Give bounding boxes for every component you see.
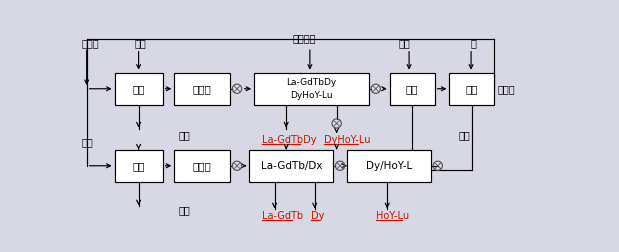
Bar	[175, 150, 230, 182]
Bar	[249, 150, 333, 182]
Bar	[449, 73, 495, 105]
Bar	[254, 73, 369, 105]
Text: 废水: 废水	[178, 130, 190, 140]
Text: HoY-Lu: HoY-Lu	[376, 211, 410, 221]
Text: 反酸: 反酸	[398, 38, 410, 48]
Text: Dy/HoY-L: Dy/HoY-L	[366, 161, 412, 171]
Text: La-GdTbDy: La-GdTbDy	[287, 78, 337, 87]
Text: DyHoY-Lu: DyHoY-Lu	[290, 91, 333, 100]
Bar	[115, 150, 163, 182]
Text: 碱肜: 碱肜	[132, 161, 145, 171]
Text: 洗洤: 洗洤	[465, 84, 478, 94]
Bar	[175, 73, 230, 105]
Text: 空有相: 空有相	[81, 38, 99, 48]
Text: DyHoY-Lu: DyHoY-Lu	[324, 135, 370, 145]
Text: La-GdTb: La-GdTb	[262, 211, 303, 221]
Text: 反萌: 反萌	[406, 84, 418, 94]
Text: 空有相: 空有相	[498, 84, 515, 94]
Text: 稀土肜: 稀土肜	[193, 161, 212, 171]
Text: La-GdTbDy: La-GdTbDy	[262, 135, 316, 145]
Text: 废水: 废水	[178, 205, 190, 215]
Text: 液碱: 液碱	[81, 137, 93, 147]
Text: 水: 水	[470, 38, 476, 48]
Text: 稀土肜: 稀土肜	[193, 84, 212, 94]
Bar	[347, 150, 431, 182]
Text: 液碱: 液碱	[135, 38, 147, 48]
Text: Dy: Dy	[311, 211, 324, 221]
Text: La-GdTb/Dx: La-GdTb/Dx	[261, 161, 322, 171]
Bar	[390, 73, 435, 105]
Text: 洗水: 洗水	[459, 130, 470, 140]
Text: 碱肜: 碱肜	[132, 84, 145, 94]
Bar	[115, 73, 163, 105]
Text: 富针镁料: 富针镁料	[293, 33, 316, 43]
